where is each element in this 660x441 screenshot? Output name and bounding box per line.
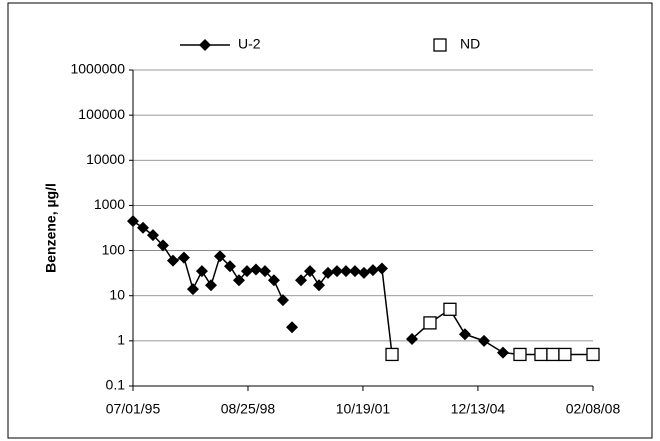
y-tick-label: 10 xyxy=(109,286,125,302)
y-tick-label: 100000 xyxy=(78,106,125,122)
chart-frame xyxy=(7,2,653,439)
square-marker xyxy=(513,347,527,362)
legend-label: U-2 xyxy=(238,36,261,52)
diamond-marker xyxy=(295,274,308,287)
square-marker xyxy=(433,38,447,52)
square-marker xyxy=(534,347,548,362)
diamond-marker xyxy=(366,264,379,277)
y-tick-label: 1000 xyxy=(94,196,125,212)
diamond-marker xyxy=(348,265,361,278)
diamond-marker xyxy=(304,265,317,278)
diamond-marker xyxy=(240,265,253,278)
diamond-marker xyxy=(195,265,208,278)
diamond-marker xyxy=(199,39,211,51)
y-tick-label: 1000000 xyxy=(70,61,125,77)
x-tick-label: 02/08/08 xyxy=(566,401,621,417)
diamond-marker xyxy=(249,263,262,276)
square-marker xyxy=(558,347,572,362)
square-marker xyxy=(586,347,600,362)
diamond-marker xyxy=(330,265,343,278)
square-marker xyxy=(423,316,437,330)
legend-label: ND xyxy=(460,36,480,52)
x-tick-label: 12/13/04 xyxy=(451,401,506,417)
square-marker xyxy=(546,347,560,362)
diamond-marker xyxy=(177,251,190,264)
diamond-marker xyxy=(478,334,491,347)
diamond-marker xyxy=(146,229,159,242)
diamond-marker xyxy=(156,239,169,252)
diamond-marker xyxy=(405,332,418,345)
y-tick-label: 100 xyxy=(102,241,126,257)
y-tick-label: 0.1 xyxy=(106,377,126,393)
diamond-marker xyxy=(232,274,245,287)
diamond-marker xyxy=(127,215,139,228)
diamond-marker xyxy=(166,254,179,267)
diamond-marker xyxy=(496,346,509,359)
diamond-marker xyxy=(276,294,289,307)
diamond-marker xyxy=(186,283,199,296)
x-tick-label: 07/01/95 xyxy=(106,401,161,417)
diamond-marker xyxy=(258,265,271,278)
diamond-marker xyxy=(267,274,280,287)
diamond-marker xyxy=(321,266,334,279)
x-tick-label: 08/25/98 xyxy=(221,401,276,417)
x-tick-label: 10/19/01 xyxy=(336,401,391,417)
diamond-marker xyxy=(375,262,388,275)
diamond-marker xyxy=(223,260,236,273)
diamond-marker xyxy=(312,279,325,292)
diamond-marker xyxy=(286,321,299,334)
square-marker xyxy=(385,347,399,362)
diamond-marker xyxy=(339,265,352,278)
diamond-marker xyxy=(357,266,370,279)
y-axis-label: Benzene, µg/l xyxy=(43,183,59,273)
diamond-marker xyxy=(136,221,149,234)
y-tick-label: 1 xyxy=(117,332,125,348)
y-tick-label: 10000 xyxy=(86,151,125,167)
square-marker xyxy=(443,302,457,316)
diamond-marker xyxy=(205,279,218,292)
diamond-marker xyxy=(458,328,471,341)
diamond-marker xyxy=(214,250,227,263)
